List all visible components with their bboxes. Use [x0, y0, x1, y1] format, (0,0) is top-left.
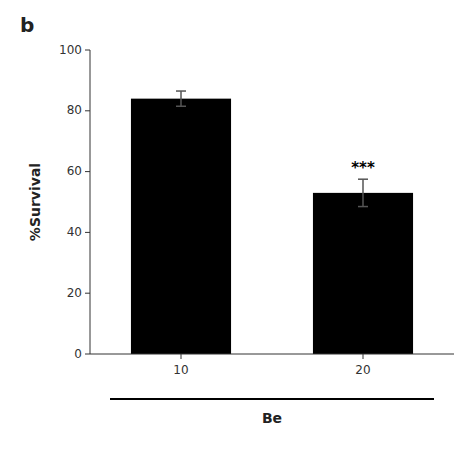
bar — [131, 99, 231, 354]
x-axis-line — [90, 354, 454, 355]
x-tick-label: 20 — [355, 363, 370, 377]
x-tick-label: 10 — [173, 363, 188, 377]
error-cap — [358, 178, 368, 180]
y-tick — [85, 293, 90, 294]
x-tick — [363, 354, 364, 359]
plot-area — [131, 91, 413, 354]
y-tick — [85, 110, 90, 111]
y-tick — [85, 232, 90, 233]
group-label: Be — [262, 410, 282, 426]
error-cap — [176, 105, 186, 107]
y-tick-label: 60 — [67, 164, 82, 178]
significance-label: *** — [351, 159, 375, 177]
y-tick-label: 100 — [59, 43, 82, 57]
y-tick-label: 80 — [67, 103, 82, 117]
error-stem — [362, 179, 364, 206]
panel-label: b — [20, 13, 34, 37]
error-cap — [176, 90, 186, 92]
y-tick — [85, 171, 90, 172]
y-axis-label: %Survival — [27, 163, 43, 241]
x-tick — [181, 354, 182, 359]
error-bar — [358, 179, 368, 206]
group-line — [110, 398, 434, 400]
error-bar — [176, 91, 186, 106]
y-axis-line — [90, 50, 91, 354]
error-stem — [180, 91, 182, 106]
y-tick — [85, 50, 90, 51]
y-tick-label: 20 — [67, 286, 82, 300]
bar — [313, 193, 413, 354]
chart-svg: 0 20 40 60 80 100 10 20 *** %Survival b Be — [0, 0, 474, 474]
y-tick-label: 0 — [74, 347, 82, 361]
error-cap — [358, 206, 368, 208]
y-tick-label: 40 — [67, 225, 82, 239]
chart-container: 0 20 40 60 80 100 10 20 *** %Survival b Be — [0, 0, 474, 474]
y-tick — [85, 354, 90, 355]
